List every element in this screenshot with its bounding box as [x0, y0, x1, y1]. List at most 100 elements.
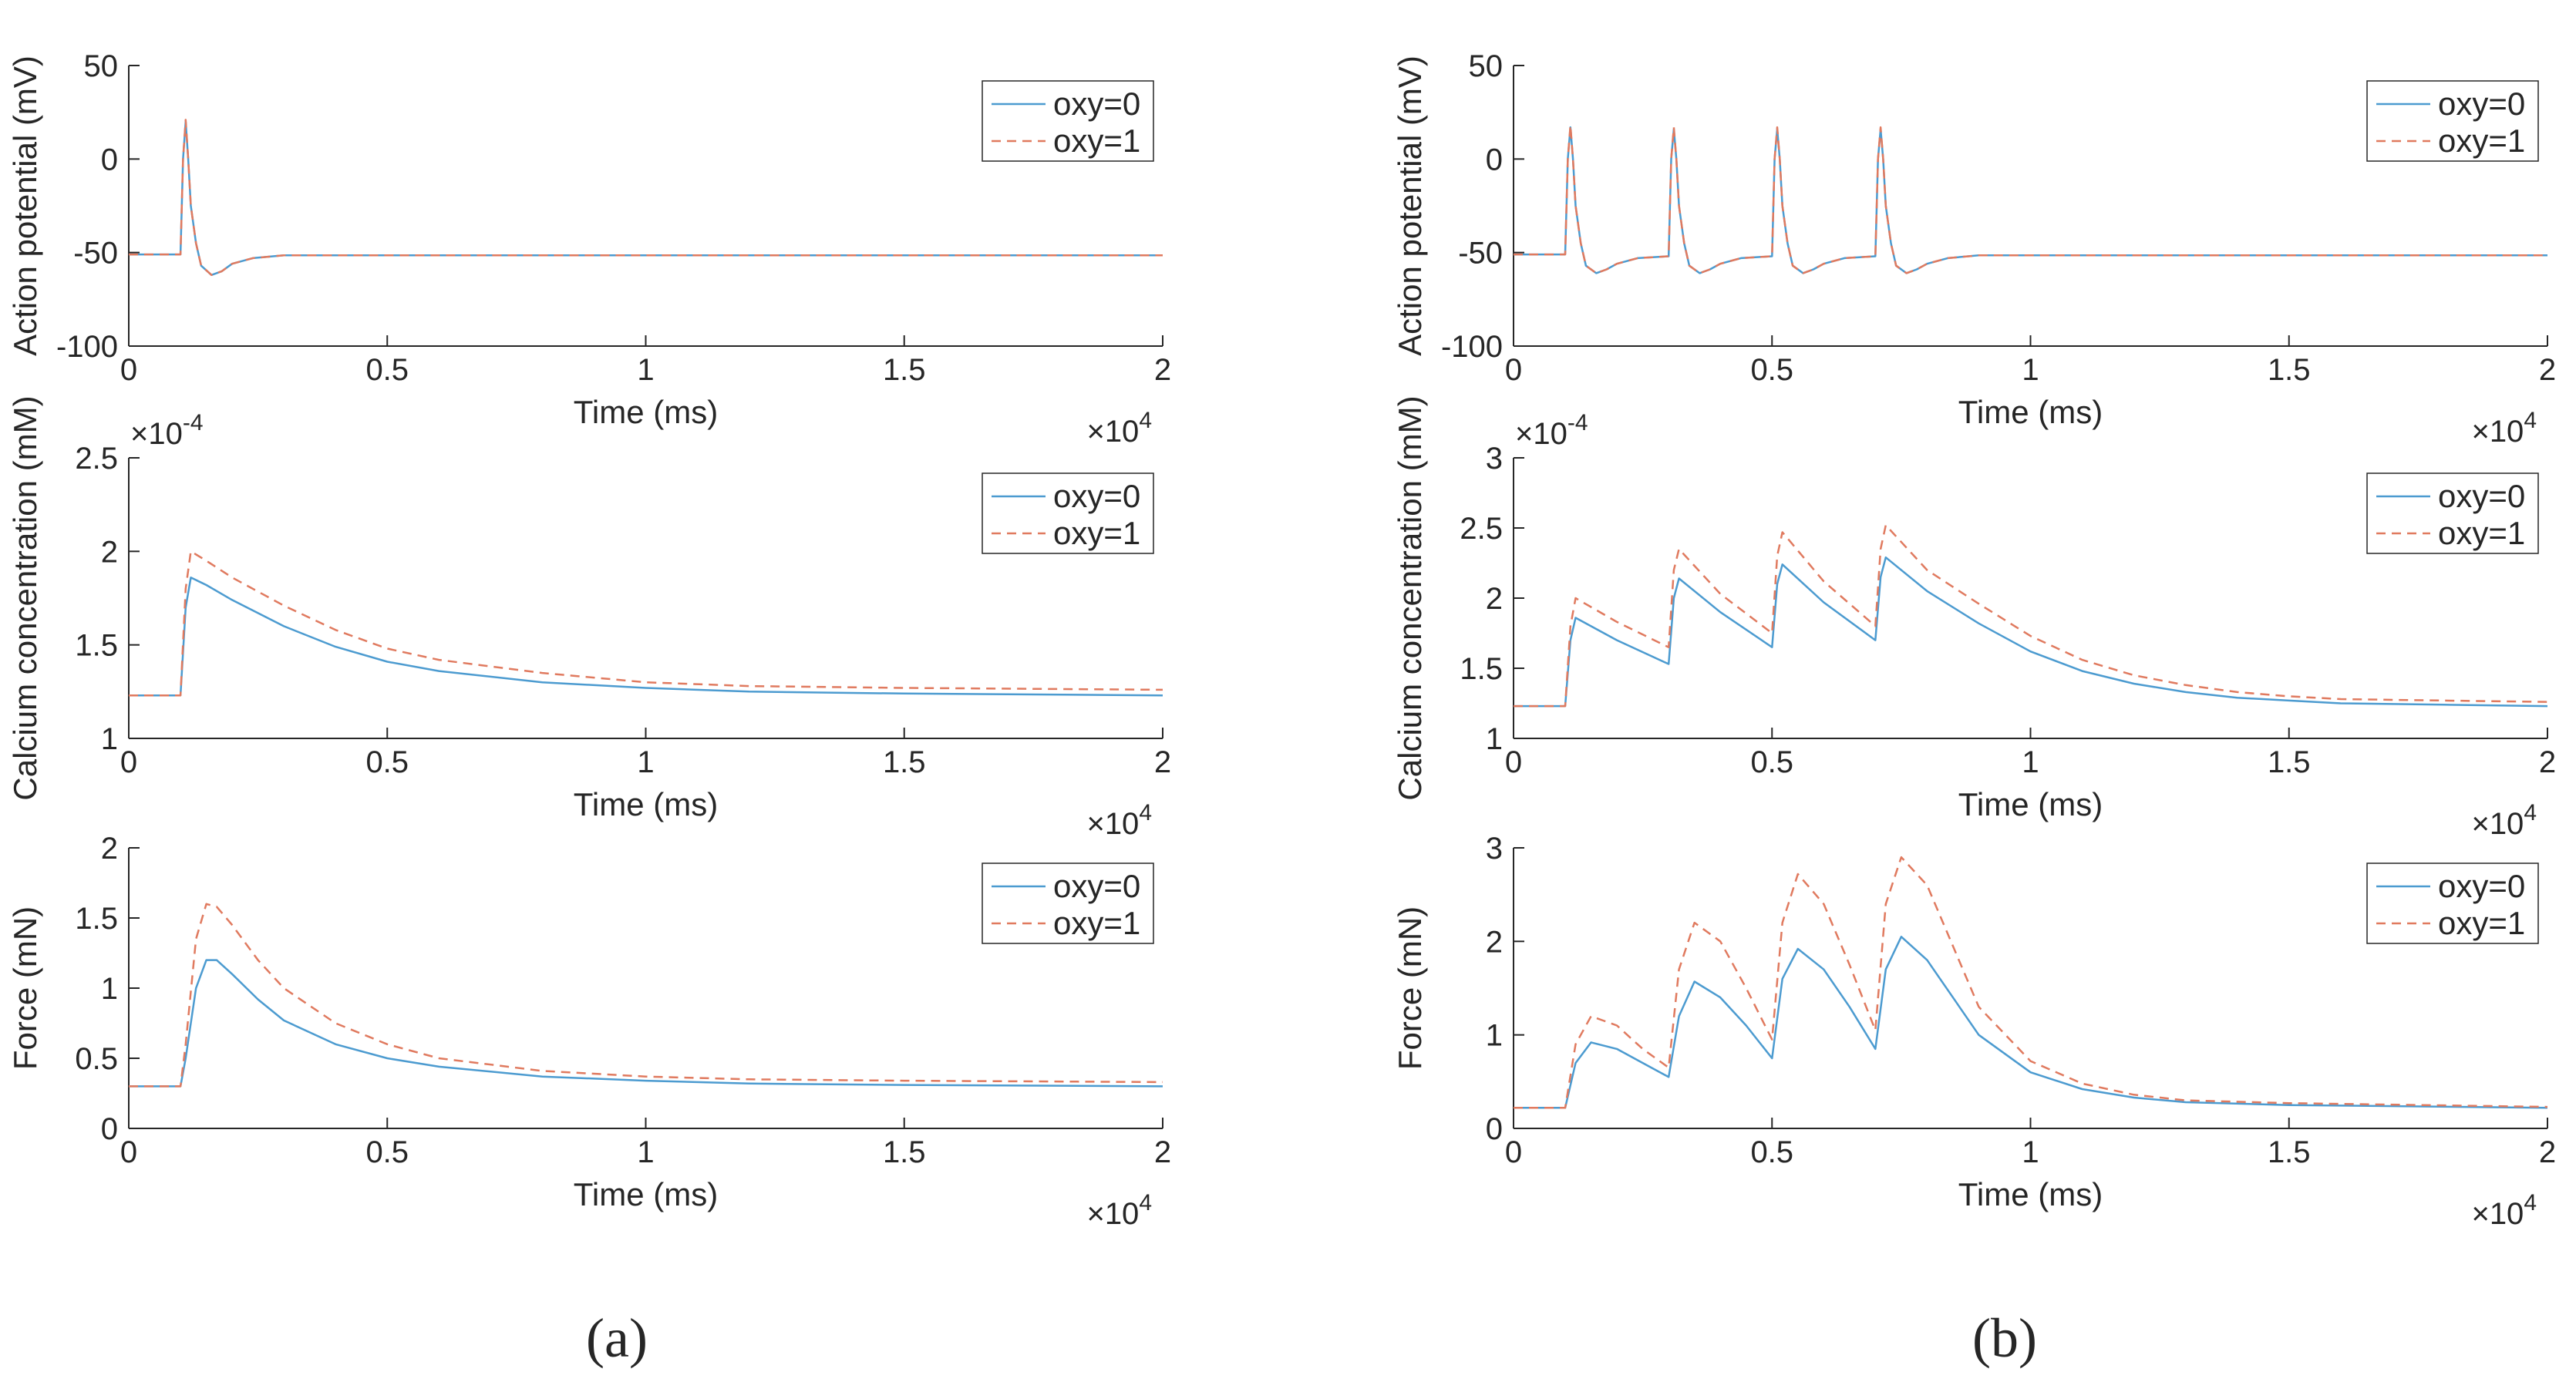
charts-layer: 0 0.5 1 1.5 2 -100 -50 0 50 Time (ms) Action poten… [7, 49, 2556, 1231]
y-tick-label: -100 [1441, 330, 1503, 364]
y-tick-label: 1.5 [75, 629, 118, 663]
x-multiplier: ×104 [1086, 1190, 1152, 1231]
panel-label-a: (a) [586, 1307, 648, 1369]
legend-label: oxy=0 [1053, 478, 1140, 514]
y-tick-label: 2 [101, 535, 118, 569]
legend-box [2366, 80, 2539, 162]
x-tick-label: 0 [120, 745, 137, 779]
x-tick-label: 1.5 [2268, 353, 2311, 387]
legend-label: oxy=1 [1053, 905, 1140, 941]
x-tick-label: 0 [1505, 1135, 1522, 1169]
x-tick-label: 0.5 [1750, 1135, 1793, 1169]
x-multiplier-exponent: 4 [1139, 800, 1152, 826]
y-tick-label: 50 [1469, 49, 1504, 83]
x-tick-label: 0 [1505, 745, 1522, 779]
y-axis-label: Action potential (mV) [7, 55, 43, 356]
x-tick-label: 0.5 [1750, 353, 1793, 387]
y-axis-label: Action potential (mV) [1392, 55, 1428, 356]
x-tick-label: 1 [637, 745, 654, 779]
y-tick-label: 2 [1486, 582, 1503, 616]
series-line-oxy-0 [1514, 936, 2547, 1109]
x-tick-label: 1 [2022, 353, 2039, 387]
x-multiplier-exponent: 4 [2524, 800, 2537, 826]
chart-b-force: 0 0.5 1 1.5 2 0 1 2 3 Time (ms) Force (mN) ×104 oxy=… [1392, 832, 2556, 1231]
y-tick-label: 1 [1486, 722, 1503, 756]
y-tick-label: 2 [101, 832, 118, 866]
x-tick-label: 0 [1505, 353, 1522, 387]
legend-label: oxy=0 [1053, 868, 1140, 904]
y-multiplier: ×10-4 [130, 410, 204, 451]
series-line-oxy-0 [1514, 556, 2547, 708]
chart-a-force: 0 0.5 1 1.5 2 0 0.5 1 1.5 2 Time (ms) Force (mN) ×10… [7, 832, 1171, 1231]
x-tick-label: 2 [2539, 353, 2556, 387]
legend-box [982, 80, 1154, 162]
y-axis-label: Calcium concentration (mM) [1392, 395, 1428, 800]
y-tick-label: 0.5 [75, 1042, 118, 1076]
y-tick-label: 0 [101, 143, 118, 177]
y-tick-label: 1.5 [75, 902, 118, 936]
y-axis-label: Calcium concentration (mM) [7, 395, 43, 800]
x-tick-label: 1.5 [883, 745, 926, 779]
x-tick-label: 0.5 [365, 353, 409, 387]
series-line-oxy-1 [129, 550, 1163, 697]
y-multiplier-exponent: -4 [1567, 410, 1588, 435]
legend-box [982, 472, 1154, 554]
y-multiplier: ×10-4 [1515, 410, 1588, 451]
x-tick-label: 1.5 [883, 1135, 926, 1169]
legend-label: oxy=1 [2438, 905, 2525, 941]
legend-label: oxy=1 [2438, 123, 2525, 159]
y-tick-label: 0 [1486, 143, 1503, 177]
y-tick-label: -100 [56, 330, 118, 364]
y-tick-label: 1 [101, 722, 118, 756]
legend-label: oxy=0 [2438, 478, 2525, 514]
x-axis-label: Time (ms) [1958, 786, 2103, 822]
x-axis-label: Time (ms) [574, 394, 718, 430]
chart-b-ap: 0 0.5 1 1.5 2 -100 -50 0 50 Time (ms) Action poten… [1392, 49, 2556, 449]
y-axis-label: Force (mN) [1392, 906, 1428, 1070]
x-tick-label: 2 [1154, 1135, 1171, 1169]
series-line-oxy-1 [1514, 524, 2547, 708]
series-line-oxy-0 [129, 959, 1163, 1088]
x-tick-label: 0.5 [1750, 745, 1793, 779]
series-line-oxy-0 [129, 577, 1163, 697]
y-tick-label: 0 [101, 1112, 118, 1146]
legend-label: oxy=1 [2438, 515, 2525, 551]
series-line-oxy-1 [129, 119, 1163, 277]
x-tick-label: 0 [120, 1135, 137, 1169]
y-tick-label: -50 [73, 237, 118, 271]
x-tick-label: 1 [2022, 1135, 2039, 1169]
x-tick-label: 0.5 [365, 745, 409, 779]
y-tick-label: 0 [1486, 1112, 1503, 1146]
x-tick-label: 0.5 [365, 1135, 409, 1169]
x-multiplier-exponent: 4 [1139, 1190, 1152, 1216]
chart-b-ca: 0 0.5 1 1.5 2 1 1.5 2 2.5 3 Time (ms) Calcium conce… [1392, 395, 2556, 841]
legend-label: oxy=0 [1053, 86, 1140, 122]
y-tick-label: 50 [84, 49, 119, 83]
x-axis-label: Time (ms) [1958, 394, 2103, 430]
chart-a-ap: 0 0.5 1 1.5 2 -100 -50 0 50 Time (ms) Action poten… [7, 49, 1171, 449]
y-axis-label: Force (mN) [7, 906, 43, 1070]
x-tick-label: 2 [1154, 353, 1171, 387]
x-tick-label: 1 [637, 1135, 654, 1169]
legend-label: oxy=0 [2438, 86, 2525, 122]
x-tick-label: 0 [120, 353, 137, 387]
y-multiplier-exponent: -4 [183, 410, 204, 435]
x-multiplier-exponent: 4 [1139, 408, 1152, 433]
x-tick-label: 1.5 [883, 353, 926, 387]
legend-label: oxy=1 [1053, 515, 1140, 551]
x-tick-label: 1 [637, 353, 654, 387]
x-multiplier: ×104 [2471, 800, 2537, 841]
legend-box [982, 862, 1154, 944]
x-axis-label: Time (ms) [574, 1176, 718, 1212]
x-tick-label: 2 [2539, 1135, 2556, 1169]
x-tick-label: 1.5 [2268, 1135, 2311, 1169]
x-tick-label: 1.5 [2268, 745, 2311, 779]
y-tick-label: 1.5 [1460, 652, 1503, 686]
chart-a-ca: 0 0.5 1 1.5 2 1 1.5 2 2.5 Time (ms) Calcium concen… [7, 395, 1171, 841]
